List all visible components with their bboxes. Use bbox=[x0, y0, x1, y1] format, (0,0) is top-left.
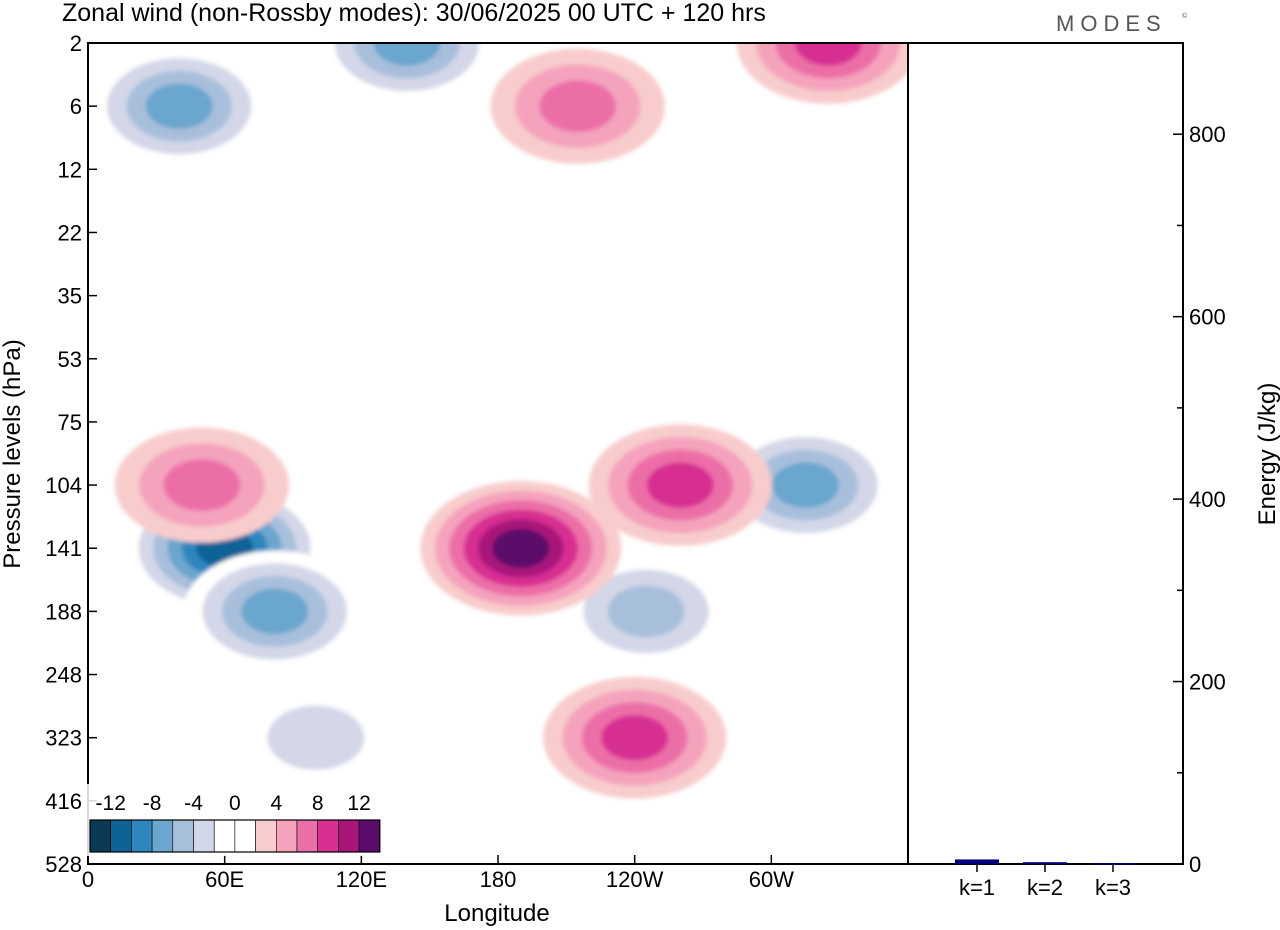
energy-tick-label: 400 bbox=[1189, 487, 1226, 512]
energy-bar bbox=[1091, 863, 1135, 865]
contour-band bbox=[373, 43, 441, 66]
colorbar-swatch bbox=[255, 819, 277, 853]
heatmap-field bbox=[88, 43, 908, 799]
x-tick-label: 120E bbox=[336, 867, 387, 892]
energy-tick-label: 0 bbox=[1189, 852, 1201, 877]
colorbar-label: 12 bbox=[347, 792, 370, 815]
colorbar-label: -8 bbox=[143, 792, 162, 815]
colorbar-label: 4 bbox=[270, 792, 282, 815]
colorbar: -12 -8 -4 0 4 8 12 bbox=[89, 792, 381, 853]
colorbar-label: 8 bbox=[312, 792, 324, 815]
y-tick-label: 323 bbox=[45, 726, 82, 751]
y-tick-label: 248 bbox=[45, 663, 82, 688]
colorbar-swatch bbox=[151, 819, 174, 853]
x-tick-label: 60W bbox=[749, 867, 794, 892]
energy-category-label: k=2 bbox=[1027, 875, 1063, 900]
colorbar-swatch bbox=[296, 819, 319, 853]
y-tick-label: 528 bbox=[45, 852, 82, 877]
y-tick-label: 22 bbox=[58, 220, 82, 245]
contour-band bbox=[607, 585, 685, 638]
y-tick-label: 416 bbox=[45, 789, 82, 814]
contour-band bbox=[646, 462, 714, 508]
colorbar-swatch bbox=[131, 819, 153, 853]
x-tick-label: 180 bbox=[480, 867, 517, 892]
y-tick-label: 35 bbox=[58, 284, 82, 309]
colorbar-swatch bbox=[275, 819, 298, 853]
y-tick-label: 188 bbox=[45, 599, 82, 624]
y-tick-label: 104 bbox=[45, 473, 82, 498]
contour-band bbox=[492, 528, 550, 568]
colorbar-swatch bbox=[213, 819, 236, 853]
contour-band bbox=[772, 462, 839, 508]
energy-bar bbox=[955, 859, 999, 864]
energy-tick-label: 600 bbox=[1189, 305, 1226, 330]
pressure-axis: 2 6 12 22 35 53 75 104 141 188 248 323 416 528 bbox=[45, 31, 97, 877]
y-tick-label: 2 bbox=[70, 31, 82, 56]
y-tick-label: 53 bbox=[58, 347, 82, 372]
energy-axis-label: Energy (J/kg) bbox=[1254, 383, 1280, 526]
energy-panel: 0 200 400 600 800 k=1 k=2 k=3 bbox=[955, 42, 1226, 900]
x-tick-label: 120W bbox=[606, 867, 664, 892]
y-tick-label: 141 bbox=[45, 536, 82, 561]
contour-band bbox=[163, 459, 241, 511]
energy-category-label: k=3 bbox=[1095, 875, 1131, 900]
energy-panel-frame bbox=[907, 42, 1184, 865]
energy-tick-label: 800 bbox=[1189, 122, 1226, 147]
colorbar-swatch bbox=[317, 819, 339, 853]
colorbar-swatch bbox=[110, 819, 132, 853]
x-tick-label: 60E bbox=[205, 867, 244, 892]
y-axis-label: Pressure levels (hPa) bbox=[0, 339, 26, 568]
brand-logo: MODES bbox=[1056, 11, 1167, 36]
energy-bar bbox=[1023, 862, 1067, 864]
colorbar-swatch bbox=[89, 819, 112, 853]
x-axis-label: Longitude bbox=[444, 900, 549, 927]
energy-category-label: k=1 bbox=[959, 875, 995, 900]
brand-mark: © bbox=[1182, 12, 1188, 20]
contour-band bbox=[267, 705, 365, 770]
y-tick-label: 75 bbox=[58, 410, 82, 435]
colorbar-label: 0 bbox=[229, 792, 241, 815]
contour-band bbox=[145, 83, 213, 129]
colorbar-swatch bbox=[193, 819, 215, 853]
colorbar-label: -4 bbox=[184, 792, 203, 815]
colorbar-swatch bbox=[338, 819, 360, 853]
colorbar-swatch bbox=[358, 819, 381, 853]
y-tick-label: 12 bbox=[58, 157, 82, 182]
colorbar-label: -12 bbox=[96, 792, 126, 815]
contour-band bbox=[794, 43, 862, 66]
contour-band bbox=[539, 80, 617, 133]
y-tick-label: 6 bbox=[70, 94, 82, 119]
colorbar-frame bbox=[89, 819, 381, 853]
contour-band bbox=[241, 588, 309, 635]
colorbar-swatch bbox=[172, 819, 194, 853]
longitude-axis: 0 60E 120E 180 120W 60W bbox=[82, 855, 794, 892]
energy-tick-label: 200 bbox=[1189, 670, 1226, 695]
colorbar-swatch bbox=[234, 819, 256, 853]
contour-band bbox=[601, 714, 669, 761]
x-tick-label: 0 bbox=[82, 867, 94, 892]
chart-title: Zonal wind (non-Rossby modes): 30/06/202… bbox=[62, 0, 766, 27]
